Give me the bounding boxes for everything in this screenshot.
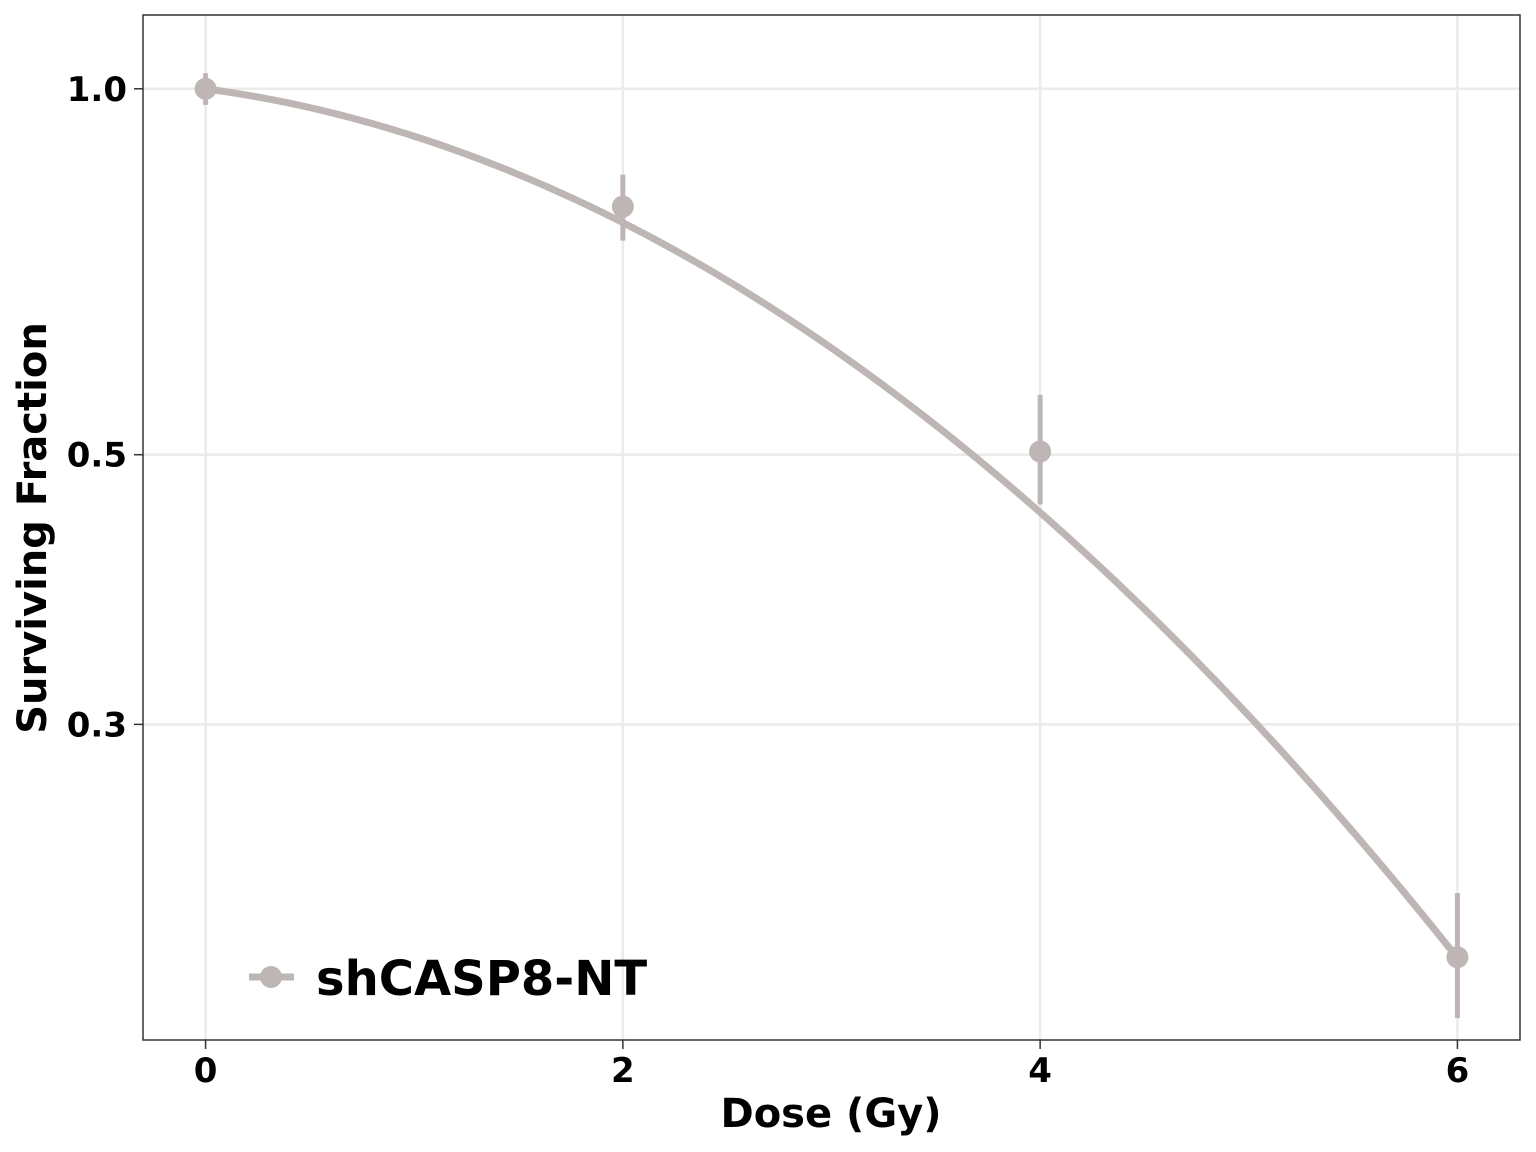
y-tick-label-1: 0.5 xyxy=(67,436,127,476)
x-tick-label-1: 2 xyxy=(611,1051,635,1091)
legend-key-point xyxy=(260,966,282,988)
x-tick-label-3: 6 xyxy=(1446,1051,1470,1091)
x-axis-title: Dose (Gy) xyxy=(720,1091,941,1137)
data-point-0 xyxy=(194,77,217,100)
fit-curve xyxy=(202,85,1461,962)
data-point-1 xyxy=(611,195,634,218)
legend-label: shCASP8-NT xyxy=(316,951,647,1007)
y-axis-title: Surviving Fraction xyxy=(10,322,56,734)
x-tick-label-0: 0 xyxy=(194,1051,218,1091)
data-points xyxy=(194,77,1469,969)
data-point-2 xyxy=(1029,440,1052,463)
y-axis-ticks: 0.3 0.5 1.0 xyxy=(67,70,143,745)
legend: shCASP8-NT xyxy=(249,951,647,1007)
data-point-3 xyxy=(1446,946,1469,969)
x-tick-label-2: 4 xyxy=(1028,1051,1052,1091)
x-axis-ticks: 0 2 4 6 xyxy=(194,1040,1469,1091)
plot-panel-border xyxy=(142,14,1521,1041)
y-tick-label-0: 0.3 xyxy=(67,705,127,745)
y-tick-label-2: 1.0 xyxy=(67,70,127,110)
